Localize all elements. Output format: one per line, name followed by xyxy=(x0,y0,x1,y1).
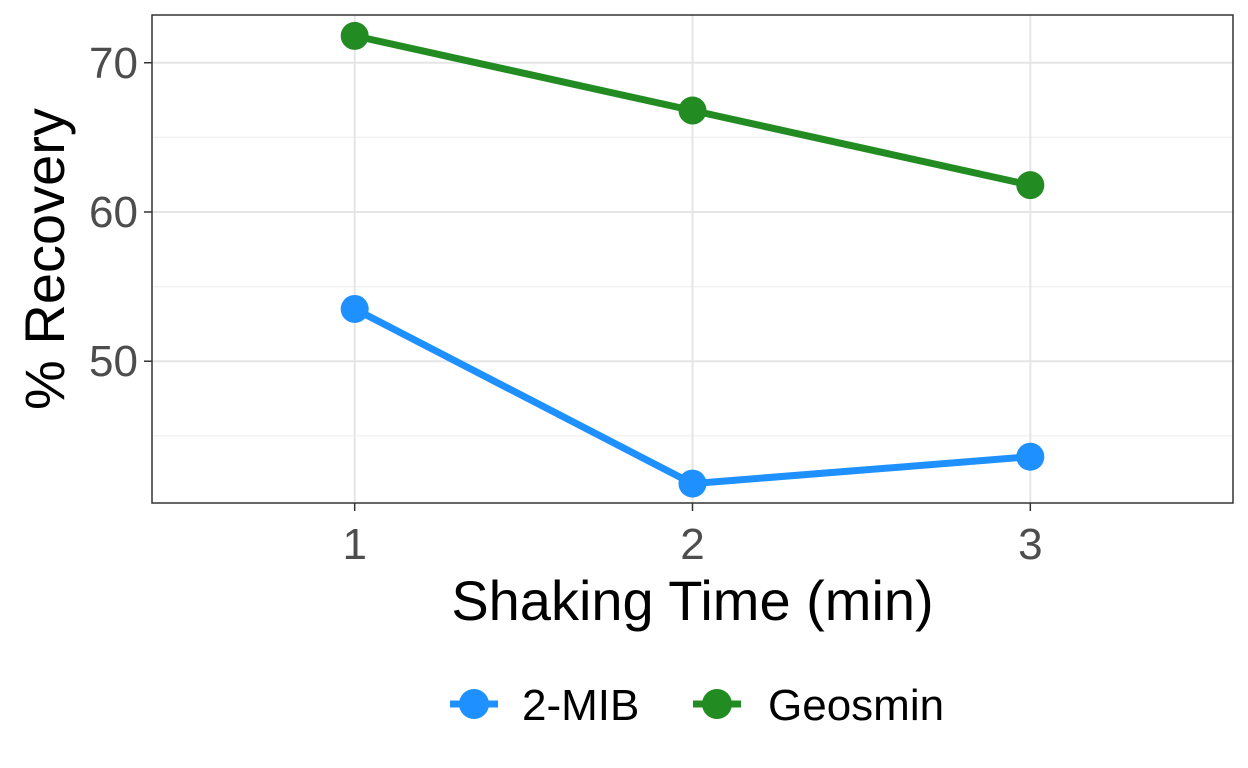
series-layer xyxy=(340,21,1045,498)
data-point xyxy=(678,469,707,498)
x-tick-label: 3 xyxy=(1018,520,1042,569)
legend-item-geosmin: Geosmin xyxy=(693,681,944,730)
data-point xyxy=(340,294,369,323)
data-point xyxy=(340,21,369,50)
tick-labels: 50 60 70 1 2 3 xyxy=(89,39,1043,569)
data-point xyxy=(678,96,707,125)
y-tick-label: 70 xyxy=(89,39,138,88)
legend: 2-MIB Geosmin xyxy=(450,681,944,730)
x-tick-label: 2 xyxy=(680,520,704,569)
legend-label: Geosmin xyxy=(768,681,944,730)
data-point xyxy=(1016,442,1045,471)
y-tick-label: 60 xyxy=(89,188,138,237)
y-tick-label: 50 xyxy=(89,337,138,386)
y-axis-title: % Recovery xyxy=(13,108,76,410)
legend-label: 2-MIB xyxy=(522,681,639,730)
legend-key-marker xyxy=(702,689,732,719)
legend-key-marker xyxy=(459,689,489,719)
data-point xyxy=(1016,171,1045,200)
legend-item-2-mib: 2-MIB xyxy=(450,681,639,730)
x-tick-label: 1 xyxy=(342,520,366,569)
major-gridlines xyxy=(152,15,1233,503)
axis-ticks xyxy=(144,62,1032,511)
x-axis-title: Shaking Time (min) xyxy=(451,569,933,632)
